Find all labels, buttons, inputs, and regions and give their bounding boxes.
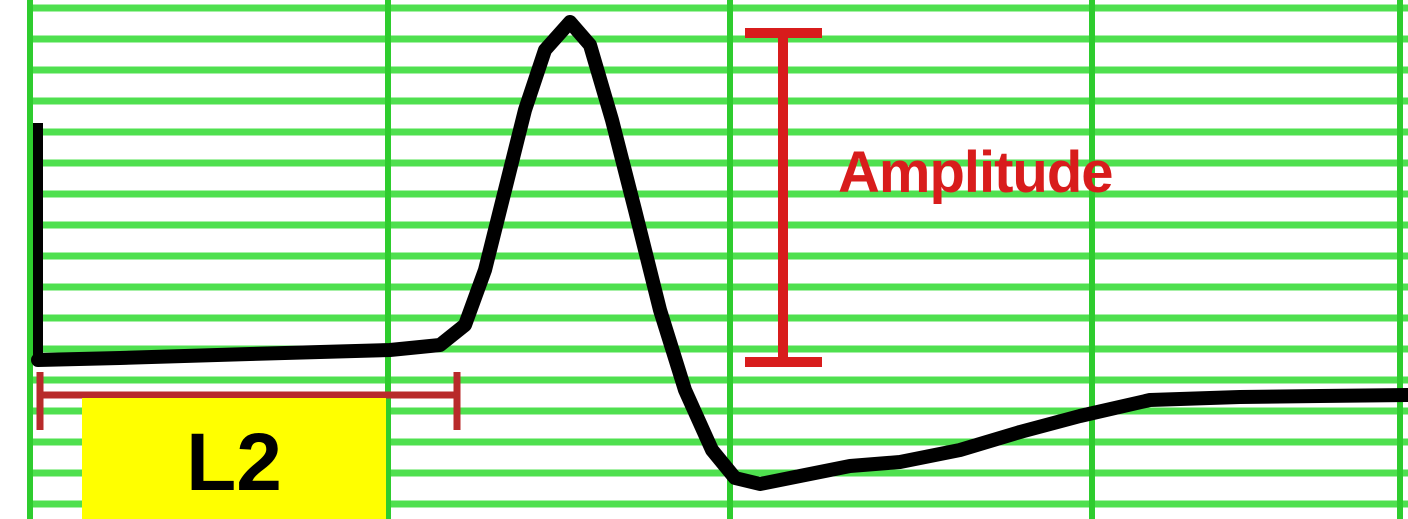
amplitude-bracket — [745, 28, 822, 367]
lead-label-box: L2 — [82, 398, 386, 519]
lead-label: L2 — [186, 416, 282, 508]
latency-bracket — [36, 372, 461, 430]
amplitude-label: Amplitude — [838, 140, 1113, 205]
ecg-waveform — [31, 15, 1408, 491]
